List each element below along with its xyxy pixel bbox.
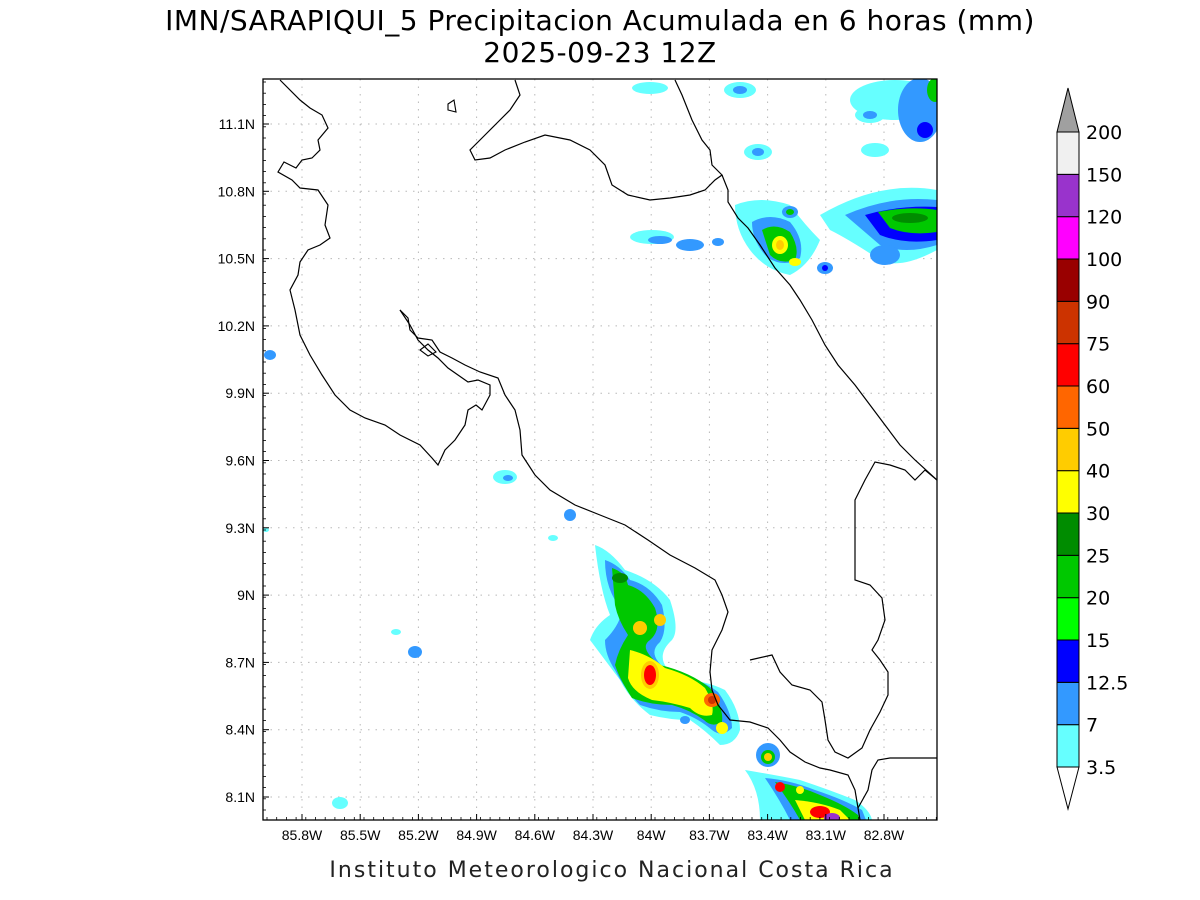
colorbar-bottom-arrow	[1056, 766, 1080, 811]
colorbar-segment	[1056, 597, 1080, 641]
lon-tick-label: 83.4W	[747, 827, 788, 843]
lat-tick-label: 10.8N	[218, 183, 255, 199]
colorbar-segment	[1056, 554, 1080, 599]
rain-cell-limon	[735, 200, 833, 275]
rain-cell-north-plains	[630, 230, 724, 251]
colorbar-top-arrow	[1056, 87, 1080, 133]
colorbar-label: 15	[1086, 630, 1110, 652]
credit-text: Instituto Meteorologico Nacional Costa R…	[329, 858, 894, 883]
lon-tick-label: 84.3W	[573, 827, 614, 843]
colorbar-segment	[1056, 385, 1080, 429]
map-panel: 85.8W 85.5W 85.2W 84.9W 84.6W 84.3W 84W 83.7W 83…	[218, 78, 938, 843]
colorbar-segment	[1056, 216, 1080, 260]
colorbar-segment	[1056, 343, 1080, 387]
lon-axis: 85.8W 85.5W 85.2W 84.9W 84.6W 84.3W 84W 83.7W 83…	[266, 814, 937, 843]
colorbar-label: 90	[1086, 291, 1110, 313]
colorbar-label: 3.5	[1086, 757, 1116, 779]
map-gridlines	[263, 79, 937, 820]
lat-tick-label: 9.3N	[225, 520, 255, 536]
colorbar-label: 12.5	[1086, 672, 1128, 694]
colorbar-segment	[1056, 470, 1080, 514]
colorbar-segment	[1056, 300, 1080, 345]
colorbar-label: 30	[1086, 503, 1110, 525]
lon-tick-label: 85.8W	[282, 827, 323, 843]
lon-tick-label: 85.5W	[340, 827, 381, 843]
lon-tick-label: 82.8W	[864, 827, 905, 843]
rain-cell-pacific-south	[590, 545, 740, 745]
colorbar-segment	[1056, 131, 1080, 175]
lat-tick-label: 11.1N	[219, 116, 255, 132]
lat-tick-label: 9.6N	[225, 453, 255, 469]
lat-tick-label: 9.9N	[225, 385, 255, 401]
colorbar-segment	[1056, 512, 1080, 556]
lon-tick-label: 84W	[637, 827, 667, 843]
rain-cell-osa	[745, 743, 872, 820]
colorbar-segment	[1056, 724, 1080, 768]
lat-tick-label: 8.4N	[225, 722, 255, 738]
lon-tick-label: 84.9W	[456, 827, 497, 843]
rain-cell-caribbean-band	[820, 187, 937, 265]
chart-title: IMN/SARAPIQUI_5 Precipitacion Acumulada …	[165, 4, 1035, 37]
lon-tick-label: 83.7W	[689, 827, 730, 843]
lon-tick-label: 84.6W	[515, 827, 556, 843]
lat-tick-label: 8.1N	[225, 789, 255, 805]
colorbar: 3.5 7 12.5 15 20 25 30 40 50 60 75 90 100 120 150 200	[1056, 87, 1128, 811]
colorbar-label: 200	[1086, 122, 1122, 144]
rain-cell-scattered	[263, 350, 576, 809]
colorbar-segment	[1056, 681, 1080, 726]
colorbar-label: 75	[1086, 334, 1110, 356]
lat-tick-label: 8.7N	[225, 654, 255, 670]
colorbar-label: 100	[1086, 249, 1122, 271]
rain-cell-northeast	[632, 79, 937, 160]
colorbar-label: 150	[1086, 164, 1122, 186]
lat-tick-label: 10.5N	[218, 251, 255, 267]
lon-tick-label: 85.2W	[398, 827, 439, 843]
map-frame	[262, 78, 938, 821]
lat-axis: 11.1N 10.8N 10.5N 10.2N 9.9N 9.6N 9.3N 9N 8.7N 8.…	[218, 81, 269, 811]
colorbar-label: 120	[1086, 207, 1122, 229]
colorbar-label: 25	[1086, 545, 1110, 567]
precipitation-field	[263, 79, 937, 820]
colorbar-segment	[1056, 639, 1080, 683]
colorbar-label: 60	[1086, 376, 1110, 398]
coastline	[277, 79, 937, 820]
lat-tick-label: 10.2N	[218, 318, 255, 334]
colorbar-segment	[1056, 258, 1080, 302]
colorbar-segment	[1056, 427, 1080, 472]
colorbar-label: 40	[1086, 461, 1110, 483]
colorbar-label: 20	[1086, 588, 1110, 610]
colorbar-segment	[1056, 173, 1080, 218]
lat-tick-label: 9N	[237, 587, 255, 603]
lon-tick-label: 83.1W	[806, 827, 847, 843]
colorbar-label: 50	[1086, 418, 1110, 440]
colorbar-label: 7	[1086, 715, 1098, 737]
chart-subtitle: 2025-09-23 12Z	[483, 36, 716, 69]
